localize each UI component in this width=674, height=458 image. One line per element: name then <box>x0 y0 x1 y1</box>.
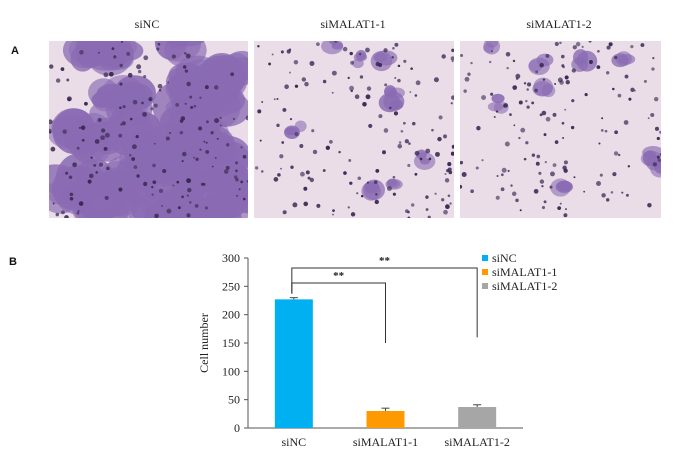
significance-bracket <box>291 267 478 338</box>
significance-label: ** <box>333 270 345 282</box>
y-tick-label: 250 <box>222 279 240 293</box>
micrograph-simalat1-2 <box>460 41 661 218</box>
significance-label: ** <box>379 255 391 267</box>
y-tick-label: 100 <box>222 364 240 378</box>
x-tick-label: siMALAT1-2 <box>444 435 509 449</box>
y-tick-label: 300 <box>222 251 240 265</box>
micrograph-sinc <box>49 41 248 218</box>
legend-label: siMALAT1-1 <box>492 265 557 279</box>
x-tick-label: siMALAT1-1 <box>353 435 418 449</box>
legend-swatch <box>482 269 488 275</box>
panel-label-a: A <box>11 45 19 57</box>
y-axis-label: Cell number <box>197 313 211 373</box>
image-label-simalat1-2: siMALAT1-2 <box>526 17 592 31</box>
image-label-sinc: siNC <box>134 17 160 31</box>
bar <box>366 411 405 428</box>
image-label-simalat1-1: siMALAT1-1 <box>320 17 386 31</box>
bar <box>458 407 497 428</box>
y-tick-label: 50 <box>228 393 240 407</box>
x-tick-label: siNC <box>281 435 306 449</box>
y-tick-label: 0 <box>234 421 240 435</box>
legend-swatch <box>482 255 488 261</box>
legend-swatch <box>482 283 488 289</box>
micrograph-simalat1-1 <box>254 41 454 218</box>
y-tick-label: 200 <box>222 308 240 322</box>
legend-label: siMALAT1-2 <box>492 279 557 293</box>
y-tick-label: 150 <box>222 336 240 350</box>
panel-label-b: B <box>9 256 17 268</box>
legend-label: siNC <box>492 251 517 265</box>
bar <box>274 299 313 428</box>
